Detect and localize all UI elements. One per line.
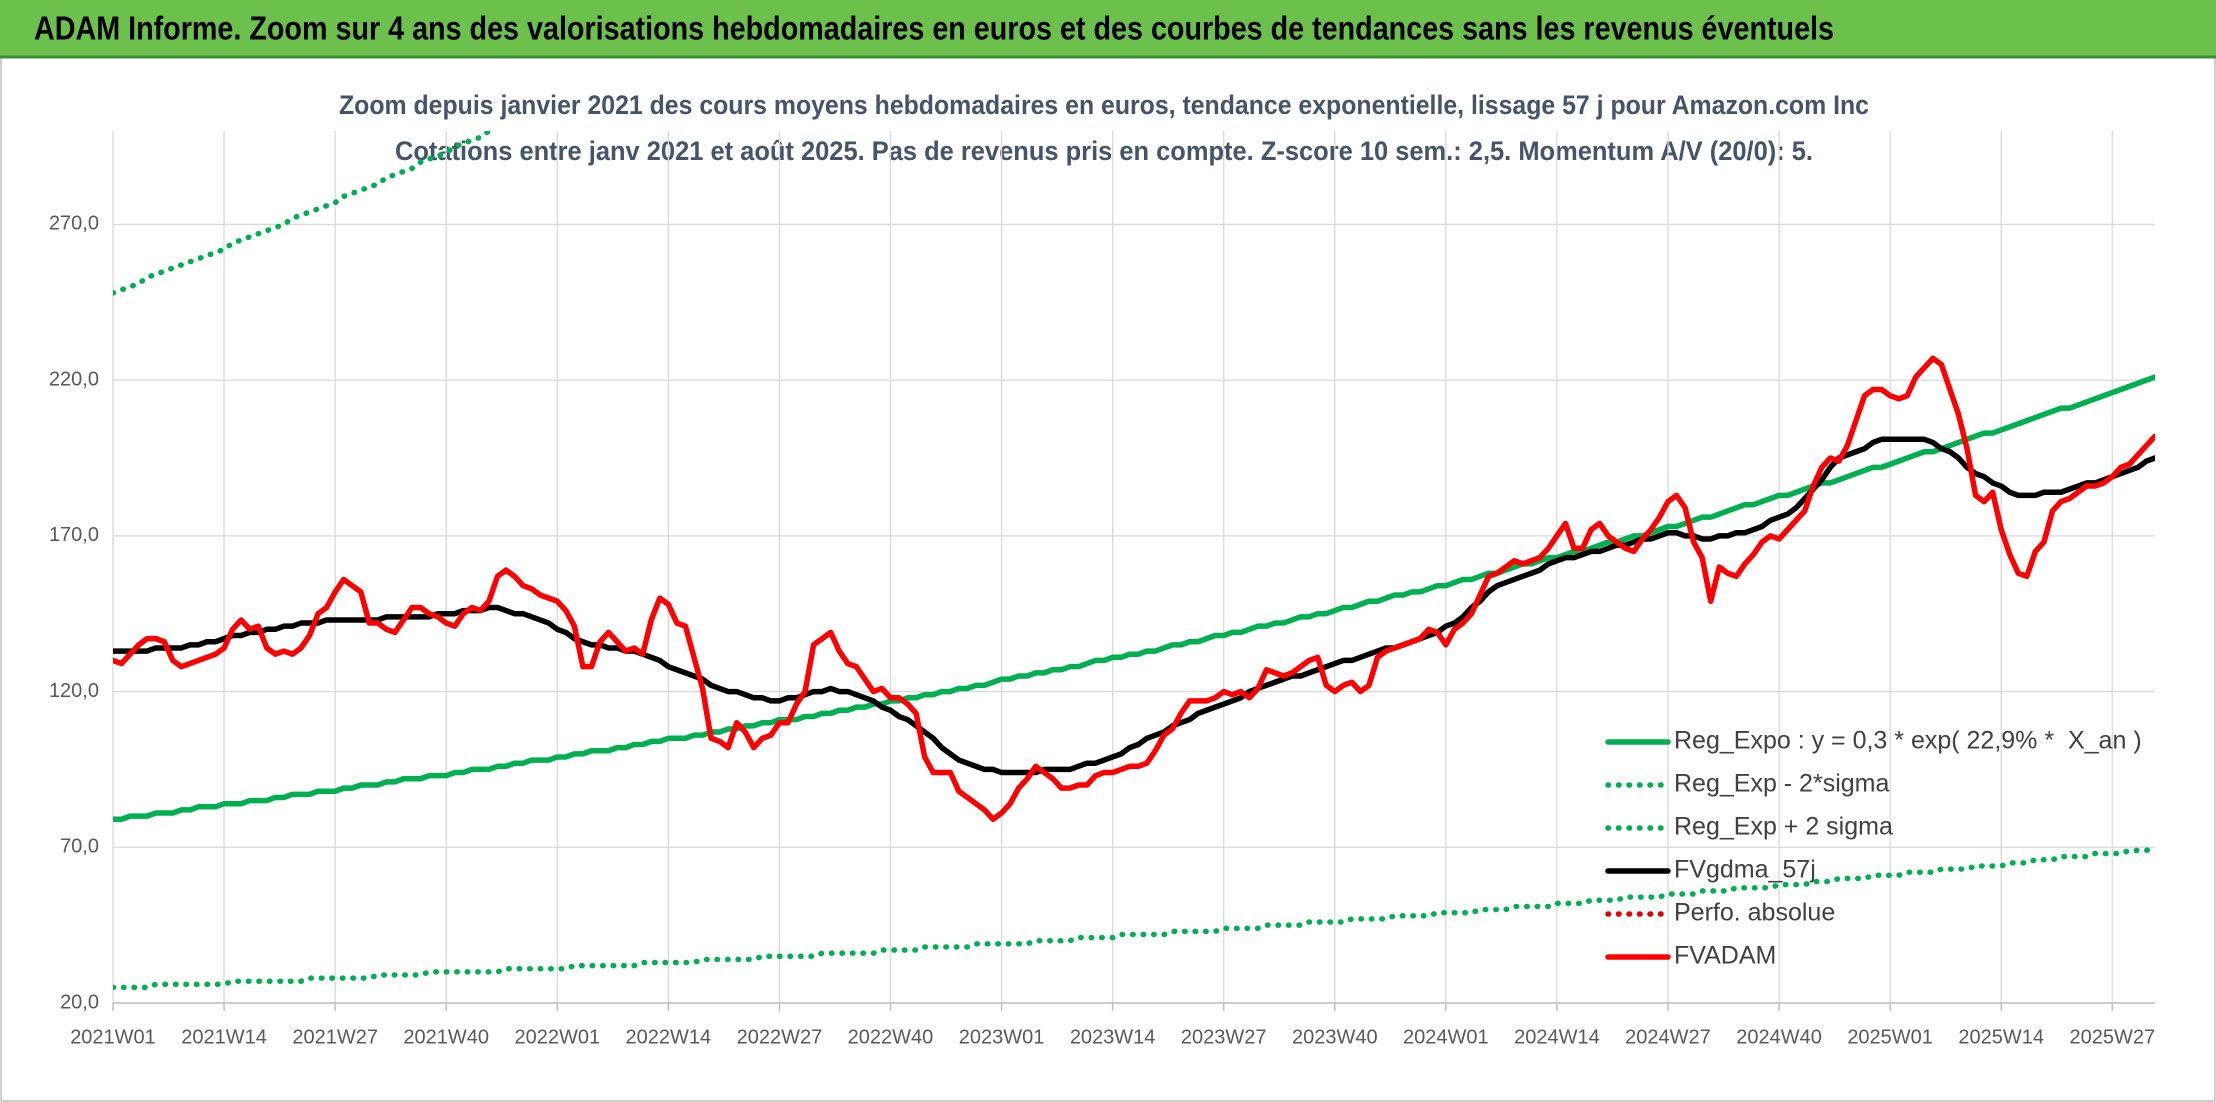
x-tick-label: 2024W14 xyxy=(1514,1026,1600,1048)
legend-label: Reg_Exp + 2 sigma xyxy=(1674,813,1893,841)
series-line xyxy=(113,355,2155,823)
x-tick-label: 2024W40 xyxy=(1736,1026,1822,1048)
chart-title: Zoom depuis janvier 2021 des cours moyen… xyxy=(339,90,1869,120)
x-tick-label: 2021W27 xyxy=(292,1026,378,1048)
x-tick-label: 2023W01 xyxy=(959,1026,1045,1048)
x-tick-label: 2025W27 xyxy=(2069,1026,2155,1048)
legend-label: FVADAM xyxy=(1674,942,1776,970)
chart-subtitle: Cotations entre janv 2021 et août 2025. … xyxy=(395,136,1813,166)
y-tick-label: 270,0 xyxy=(49,213,99,235)
x-tick-label: 2023W27 xyxy=(1181,1026,1267,1048)
legend-label: Perfo. absolue xyxy=(1674,899,1835,927)
y-tick-label: 20,0 xyxy=(60,991,99,1013)
x-tick-label: 2023W14 xyxy=(1070,1026,1156,1048)
y-tick-label: 170,0 xyxy=(49,524,99,546)
x-tick-label: 2025W01 xyxy=(1847,1026,1933,1048)
header-title: ADAM Informe. Zoom sur 4 ans des valoris… xyxy=(34,10,1834,47)
x-tick-label: 2025W14 xyxy=(1958,1026,2044,1048)
x-tick-label: 2022W40 xyxy=(848,1026,934,1048)
y-tick-label: 70,0 xyxy=(60,836,99,858)
legend-label: Reg_Expo : y = 0,3 * exp( 22,9% * X_an ) xyxy=(1674,727,2142,755)
plot-area xyxy=(113,131,2155,991)
x-tick-label: 2021W01 xyxy=(70,1026,156,1048)
x-tick-label: 2023W40 xyxy=(1292,1026,1378,1048)
x-tick-label: 2022W14 xyxy=(626,1026,712,1048)
y-tick-label: 220,0 xyxy=(49,368,99,390)
x-tick-label: 2022W01 xyxy=(514,1026,600,1048)
y-tick-label: 120,0 xyxy=(49,680,99,702)
x-tick-label: 2022W27 xyxy=(737,1026,823,1048)
legend-label: Reg_Exp - 2*sigma xyxy=(1674,770,1889,798)
x-tick-label: 2021W40 xyxy=(403,1026,489,1048)
legend-label: FVgdma_57j xyxy=(1674,856,1816,884)
x-tick-label: 2024W01 xyxy=(1403,1026,1489,1048)
x-tick-label: 2021W14 xyxy=(181,1026,267,1048)
x-tick-label: 2024W27 xyxy=(1625,1026,1711,1048)
header-bar xyxy=(0,0,2216,57)
series-line xyxy=(113,844,2155,991)
